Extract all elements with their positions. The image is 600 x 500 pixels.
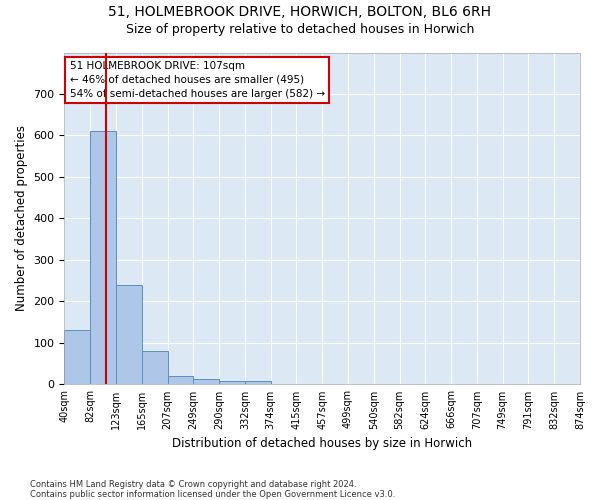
Bar [116, 285, 142, 384]
Text: 51 HOLMEBROOK DRIVE: 107sqm
← 46% of detached houses are smaller (495)
54% of se: 51 HOLMEBROOK DRIVE: 107sqm ← 46% of det… [70, 61, 325, 99]
Bar [64, 330, 90, 384]
Bar [219, 380, 245, 384]
Bar [193, 380, 219, 384]
Text: Contains HM Land Registry data © Crown copyright and database right 2024.: Contains HM Land Registry data © Crown c… [30, 480, 356, 489]
Text: Size of property relative to detached houses in Horwich: Size of property relative to detached ho… [126, 22, 474, 36]
Bar [90, 132, 116, 384]
Y-axis label: Number of detached properties: Number of detached properties [15, 126, 28, 312]
Text: 51, HOLMEBROOK DRIVE, HORWICH, BOLTON, BL6 6RH: 51, HOLMEBROOK DRIVE, HORWICH, BOLTON, B… [109, 5, 491, 19]
Bar [167, 376, 193, 384]
Text: Contains public sector information licensed under the Open Government Licence v3: Contains public sector information licen… [30, 490, 395, 499]
X-axis label: Distribution of detached houses by size in Horwich: Distribution of detached houses by size … [172, 437, 472, 450]
Bar [142, 351, 167, 384]
Bar [245, 381, 271, 384]
